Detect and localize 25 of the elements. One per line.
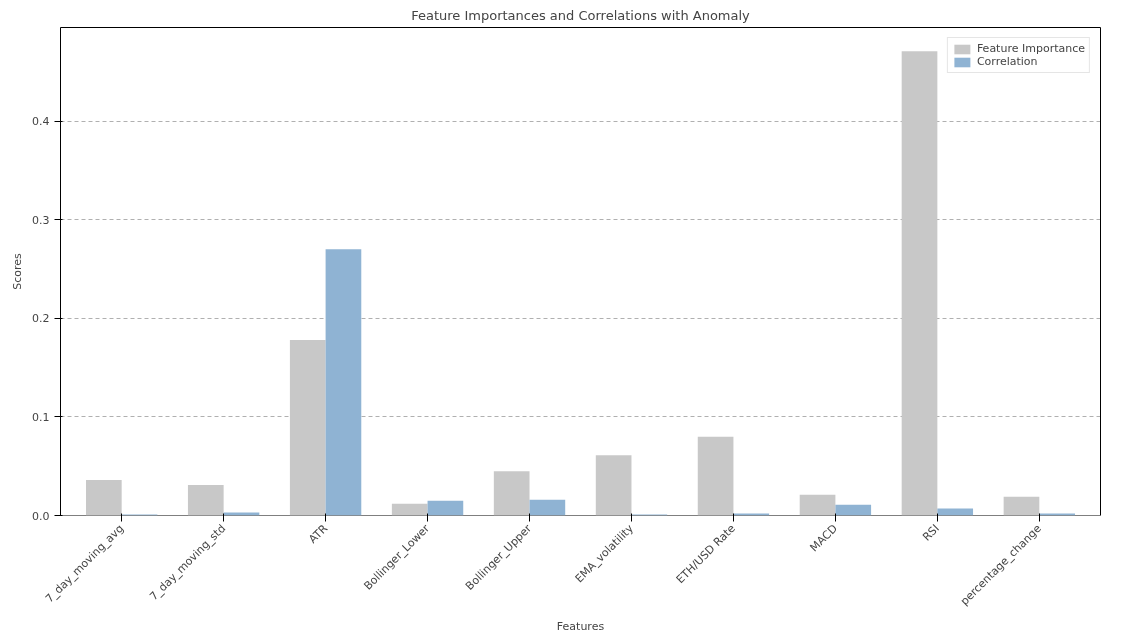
legend-label: Feature Importance xyxy=(976,42,1085,55)
y-tick-label: 0.0 xyxy=(32,509,50,523)
bar xyxy=(697,436,734,516)
bar xyxy=(85,480,122,516)
bar xyxy=(1003,496,1040,516)
y-tick-label: 0.3 xyxy=(32,213,50,227)
chart-title: Feature Importances and Correlations with Anomaly xyxy=(411,7,751,23)
legend-label: Correlation xyxy=(976,55,1038,68)
bar xyxy=(427,500,464,516)
y-tick-label: 0.4 xyxy=(32,115,50,129)
bar xyxy=(901,51,938,516)
bar xyxy=(835,504,872,516)
y-tick-label: 0.2 xyxy=(32,312,50,326)
bar xyxy=(799,494,836,516)
x-tick-label: RSI xyxy=(920,521,942,544)
bar xyxy=(493,471,530,516)
bar xyxy=(325,249,362,516)
bar xyxy=(595,455,632,516)
x-axis-title: Features xyxy=(556,620,605,634)
bar xyxy=(289,340,326,516)
y-tick-label: 0.1 xyxy=(32,410,50,424)
bar xyxy=(391,503,428,516)
bar xyxy=(529,499,566,516)
bar xyxy=(187,484,224,516)
y-axis-title: Scores xyxy=(11,252,25,290)
